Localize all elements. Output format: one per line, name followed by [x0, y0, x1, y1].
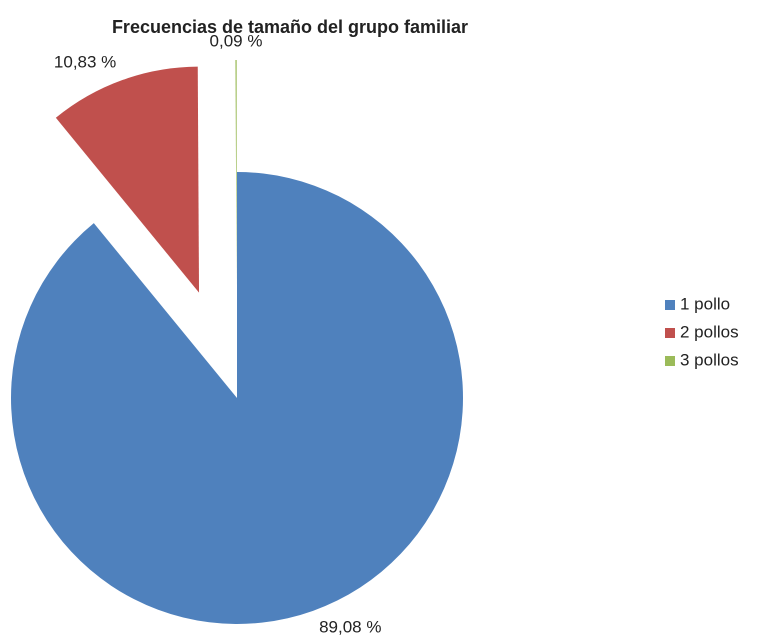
legend-label: 2 pollos [680, 322, 739, 341]
data-label: 89,08 % [319, 617, 381, 636]
legend-label: 3 pollos [680, 350, 739, 369]
pie-slice [55, 66, 200, 293]
pie-slice [235, 60, 237, 287]
data-label: 0,09 % [210, 31, 263, 50]
chart-title: Frecuencias de tamaño del grupo familiar [112, 17, 468, 37]
data-label: 10,83 % [54, 53, 116, 72]
legend-swatch [665, 328, 675, 338]
legend-swatch [665, 300, 675, 310]
legend-label: 1 pollo [680, 294, 730, 313]
pie-slice [10, 172, 463, 624]
legend-swatch [665, 356, 675, 366]
